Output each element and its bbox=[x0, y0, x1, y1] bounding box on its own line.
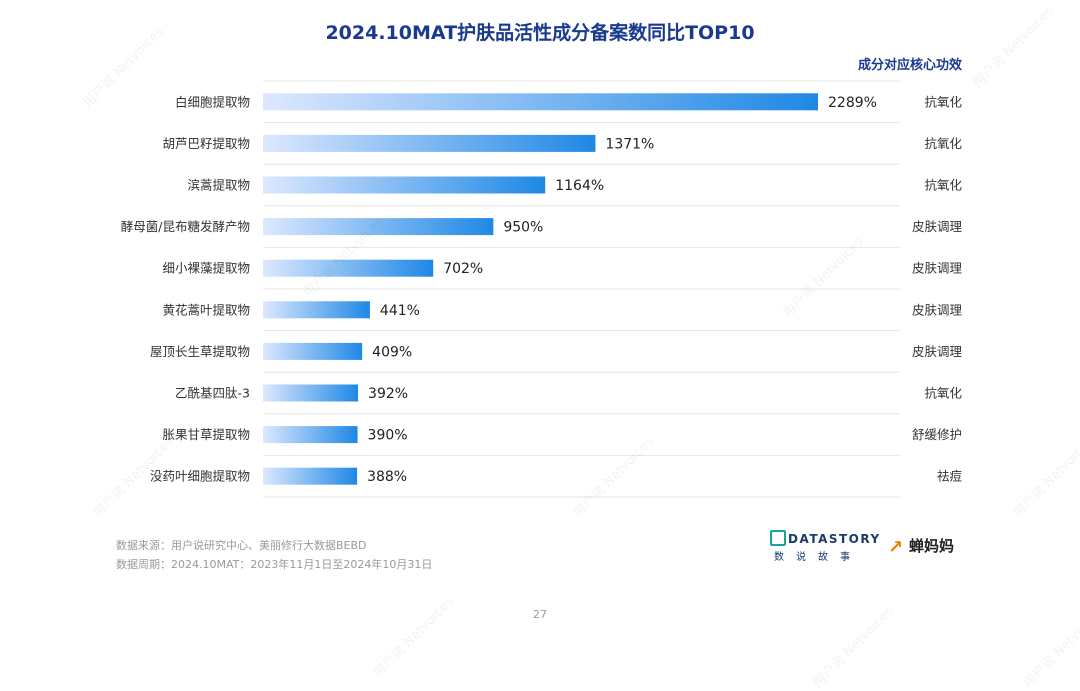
datastory-mark-icon bbox=[770, 530, 786, 546]
value-label: 441% bbox=[380, 303, 420, 319]
chart-title: 2024.10MAT护肤品活性成分备案数同比TOP10 bbox=[325, 22, 755, 44]
datastory-logo: DATASTORY 数说故事 bbox=[770, 530, 881, 563]
category-label: 白细胞提取物 bbox=[175, 94, 250, 109]
effect-label: 抗氧化 bbox=[924, 178, 962, 193]
category-label: 胡芦巴籽提取物 bbox=[162, 136, 250, 151]
value-label: 390% bbox=[368, 428, 408, 444]
effect-column-header: 成分对应核心功效 bbox=[857, 58, 962, 73]
category-label: 胀果甘草提取物 bbox=[162, 427, 250, 442]
effect-label: 抗氧化 bbox=[924, 386, 962, 401]
datastory-logo-text: DATASTORY bbox=[788, 532, 881, 546]
bar bbox=[263, 176, 546, 194]
effect-label: 皮肤调理 bbox=[912, 344, 963, 359]
bar bbox=[263, 467, 358, 485]
effect-label: 抗氧化 bbox=[924, 136, 962, 151]
category-label: 细小裸藻提取物 bbox=[162, 261, 250, 276]
category-label: 酵母菌/昆布糖发酵产物 bbox=[121, 219, 250, 234]
value-label: 702% bbox=[443, 261, 483, 277]
category-label: 没药叶细胞提取物 bbox=[150, 469, 250, 484]
value-label: 388% bbox=[367, 469, 407, 485]
bar bbox=[263, 342, 363, 360]
effect-label: 皮肤调理 bbox=[912, 302, 963, 317]
effect-label: 舒缓修护 bbox=[912, 427, 962, 442]
category-label: 屋顶长生草提取物 bbox=[150, 344, 250, 359]
bar bbox=[263, 134, 596, 152]
data-source-note: 数据来源：用户说研究中心、美丽修行大数据BEBD bbox=[116, 539, 367, 552]
data-period-note: 数据周期：2024.10MAT：2023年11月1日至2024年10月31日 bbox=[116, 558, 433, 571]
bar bbox=[263, 384, 359, 402]
chanmama-logo: ↗ 蝉妈妈 bbox=[888, 535, 955, 558]
effect-label: 祛痘 bbox=[937, 469, 963, 484]
value-label: 1164% bbox=[555, 178, 604, 194]
bar bbox=[263, 426, 358, 444]
effect-label: 抗氧化 bbox=[924, 94, 962, 109]
page-number: 27 bbox=[533, 608, 547, 621]
category-label: 滨蒿提取物 bbox=[187, 178, 250, 193]
category-label: 黄花蒿叶提取物 bbox=[162, 302, 250, 317]
bar bbox=[263, 218, 494, 236]
effect-label: 皮肤调理 bbox=[912, 261, 963, 276]
bar bbox=[263, 93, 818, 111]
bar bbox=[263, 301, 370, 319]
datastory-logo-subtext: 数说故事 bbox=[774, 552, 862, 563]
chanmama-mark-icon: ↗ bbox=[888, 537, 904, 558]
value-label: 2289% bbox=[828, 95, 877, 111]
value-label: 392% bbox=[368, 386, 408, 402]
effect-label: 皮肤调理 bbox=[912, 219, 963, 234]
value-label: 1371% bbox=[605, 136, 654, 152]
value-label: 409% bbox=[372, 344, 412, 360]
bar bbox=[263, 259, 434, 277]
chanmama-logo-text: 蝉妈妈 bbox=[909, 537, 955, 555]
category-label: 乙酰基四肽-3 bbox=[175, 386, 250, 401]
value-label: 950% bbox=[503, 220, 543, 236]
